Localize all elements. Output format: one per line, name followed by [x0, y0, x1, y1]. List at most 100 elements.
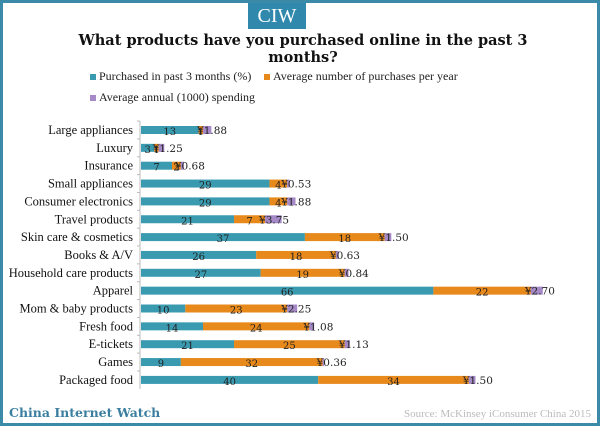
bar-frequency	[180, 358, 323, 367]
brand-label: China Internet Watch	[9, 405, 161, 420]
category-label: Insurance	[84, 159, 133, 173]
value-label-spending: ¥1.50	[462, 375, 493, 387]
legend-item-spending: Average annual (1000) spending	[90, 90, 255, 105]
bar-frequency	[269, 179, 288, 188]
value-label-purchased: 21	[181, 341, 194, 352]
category-label: Travel products	[55, 212, 133, 226]
value-label-purchased: 66	[281, 288, 294, 299]
bar-spending	[203, 126, 212, 134]
legend-label-frequency: Average number of purchases per year	[273, 69, 458, 83]
category-label: Mom & baby products	[19, 302, 133, 316]
value-label-purchased: 7	[153, 163, 159, 174]
bar-frequency	[198, 126, 204, 134]
bar-spending	[287, 197, 296, 206]
category-label: Games	[98, 355, 133, 369]
value-label-purchased: 3	[144, 145, 150, 156]
value-label-frequency: 24	[250, 323, 263, 334]
category-label: Apparel	[93, 284, 134, 298]
value-label-frequency: 1	[153, 145, 159, 156]
value-label-purchased: 29	[199, 181, 212, 192]
value-label-spending: ¥1.88	[196, 125, 227, 137]
bar-purchased	[141, 143, 155, 152]
category-label: Skin care & cosmetics	[21, 230, 133, 244]
category-label: Large appliances	[48, 123, 133, 137]
value-label-frequency: 23	[230, 306, 243, 317]
bar-spending	[530, 286, 543, 295]
value-label-purchased: 27	[194, 270, 207, 281]
legend-item-frequency: Average number of purchases per year	[264, 69, 458, 84]
value-label-spending: ¥1.88	[280, 196, 311, 208]
value-label-purchased: 37	[217, 234, 230, 245]
bar-purchased	[141, 340, 235, 349]
bar-purchased	[141, 268, 261, 277]
legend-swatch-frequency	[264, 73, 270, 80]
bar-spending	[322, 358, 325, 367]
bar-purchased	[141, 375, 319, 384]
bar-frequency	[318, 375, 469, 384]
value-label-spending: ¥1.13	[338, 339, 369, 351]
bar-spending	[287, 304, 298, 313]
value-label-purchased: 40	[223, 377, 236, 388]
chart-title: What products have you purchased online …	[78, 32, 528, 66]
bar-spending	[344, 268, 349, 277]
category-label: Fresh food	[79, 319, 134, 333]
bar-spending	[287, 179, 290, 188]
bar-purchased	[141, 304, 186, 313]
value-label-frequency: 7	[246, 216, 252, 227]
bar-spending	[468, 375, 476, 384]
bar-frequency	[234, 340, 345, 349]
legend-swatch-spending	[90, 94, 96, 101]
value-label-frequency: 1	[198, 127, 204, 138]
value-label-spending: ¥0.36	[316, 357, 347, 369]
value-label-spending: ¥2.25	[280, 304, 311, 316]
category-label: Household care products	[9, 266, 133, 280]
value-label-spending: ¥2.70	[524, 286, 555, 298]
bar-purchased	[141, 197, 270, 206]
value-label-frequency: 18	[290, 252, 303, 263]
value-label-purchased: 13	[163, 127, 176, 138]
value-label-spending: ¥0.63	[329, 250, 360, 262]
category-label: Luxury	[96, 141, 134, 155]
value-label-frequency: 19	[296, 270, 309, 281]
value-label-spending: ¥1.25	[152, 143, 183, 155]
value-label-frequency: 4	[275, 181, 281, 192]
bar-spending	[384, 233, 392, 242]
category-label: Consumer electronics	[24, 194, 133, 208]
bar-frequency	[256, 250, 336, 259]
bar-purchased	[141, 233, 305, 242]
value-label-spending: ¥0.68	[174, 161, 205, 173]
bar-spending	[265, 215, 282, 224]
bar-frequency	[154, 143, 159, 152]
value-label-frequency: 22	[476, 288, 489, 299]
value-label-spending: ¥0.84	[338, 268, 369, 280]
bar-purchased	[141, 286, 434, 295]
bar-spending	[309, 322, 315, 331]
bar-frequency	[234, 215, 266, 224]
category-label: E-tickets	[89, 337, 134, 351]
value-label-purchased: 14	[166, 323, 179, 334]
bar-frequency	[260, 268, 345, 277]
bar-spending	[344, 340, 350, 349]
bar-purchased	[141, 126, 199, 134]
bar-purchased	[141, 161, 173, 170]
value-label-spending: ¥0.53	[280, 179, 311, 191]
bar-frequency	[304, 233, 385, 242]
bar-spending	[180, 161, 184, 170]
bar-frequency	[203, 322, 310, 331]
source-note: Source: McKinsey iConsumer China 2015	[404, 408, 591, 420]
category-label: Small appliances	[48, 177, 133, 191]
value-label-purchased: 21	[181, 216, 194, 227]
legend-item-purchased: Purchased in past 3 months (%)	[90, 69, 251, 84]
bar-frequency	[185, 304, 288, 313]
bar-purchased	[141, 322, 204, 331]
value-label-frequency: 25	[283, 341, 296, 352]
value-label-frequency: 2	[173, 163, 179, 174]
legend-label-purchased: Purchased in past 3 months (%)	[99, 69, 252, 83]
value-label-purchased: 29	[199, 198, 212, 209]
value-label-spending: ¥3.75	[258, 214, 289, 226]
value-label-frequency: 34	[387, 377, 400, 388]
value-label-spending: ¥1.50	[378, 232, 409, 244]
value-label-frequency: 4	[275, 198, 281, 209]
